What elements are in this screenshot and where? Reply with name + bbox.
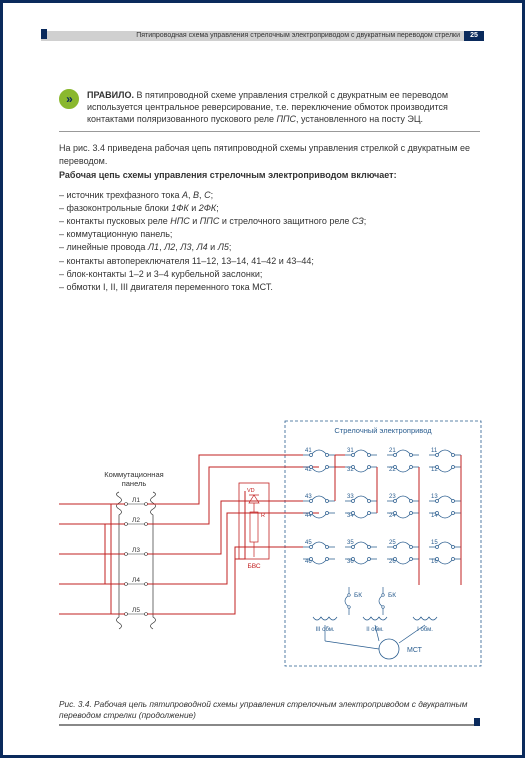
svg-text:41: 41 bbox=[305, 448, 312, 454]
svg-text:VD: VD bbox=[247, 488, 255, 494]
list-item: – линейные провода Л1, Л2, Л3, Л4 и Л5; bbox=[59, 241, 480, 253]
list-item: – контакты пусковых реле НПС и ППС и стр… bbox=[59, 215, 480, 227]
svg-text:I обм.: I обм. bbox=[417, 627, 433, 633]
page-number: 25 bbox=[464, 31, 484, 41]
svg-text:45: 45 bbox=[305, 540, 312, 546]
list-item: – источник трехфазного тока А, В, С; bbox=[59, 189, 480, 201]
figure-caption: Рис. 3.4. Рабочая цепь пятипроводной схе… bbox=[59, 699, 480, 726]
svg-text:II обм.: II обм. bbox=[366, 627, 384, 633]
list-item: – обмотки I, II, III двигателя переменно… bbox=[59, 281, 480, 293]
contact-grid: 4142 3132 2122 1112 4344 3334 2324 1314 … bbox=[303, 448, 461, 565]
svg-text:35: 35 bbox=[347, 540, 354, 546]
header-mark bbox=[41, 29, 47, 39]
list-item: – контакты автопереключателя 11–12, 13–1… bbox=[59, 255, 480, 267]
svg-text:R: R bbox=[261, 513, 265, 519]
page-header: Пятипроводная схема управления стрелочны… bbox=[41, 29, 484, 43]
bvs-label: БВС bbox=[247, 563, 260, 570]
svg-text:25: 25 bbox=[389, 540, 396, 546]
caption-mark bbox=[474, 718, 480, 726]
content: » ПРАВИЛО. В пятипроводной схеме управле… bbox=[59, 89, 480, 294]
circuit-diagram: Стрелочный электропривод Коммутационная … bbox=[59, 417, 480, 687]
rule-block: » ПРАВИЛО. В пятипроводной схеме управле… bbox=[59, 89, 480, 125]
svg-text:13: 13 bbox=[431, 494, 438, 500]
box-title: Стрелочный электропривод bbox=[334, 426, 432, 435]
svg-text:Л1: Л1 bbox=[132, 497, 140, 504]
panel-label-1: Коммутационная bbox=[104, 470, 163, 479]
svg-text:Л5: Л5 bbox=[132, 607, 140, 614]
svg-text:Л2: Л2 bbox=[132, 517, 140, 524]
intro-1: На рис. 3.4 приведена рабочая цепь пятип… bbox=[59, 142, 480, 166]
svg-text:Л4: Л4 bbox=[132, 577, 140, 584]
svg-text:15: 15 bbox=[431, 540, 438, 546]
intro-2: Рабочая цепь схемы управления стрелочным… bbox=[59, 169, 480, 181]
svg-text:23: 23 bbox=[389, 494, 396, 500]
header-title: Пятипроводная схема управления стрелочны… bbox=[41, 31, 464, 41]
motor-label: МСТ bbox=[407, 647, 423, 654]
rule-label: ПРАВИЛО. bbox=[87, 90, 134, 100]
rule-text: ПРАВИЛО. В пятипроводной схеме управлени… bbox=[87, 89, 480, 125]
svg-text:Л3: Л3 bbox=[132, 547, 140, 554]
list-item: – коммутационную панель; bbox=[59, 228, 480, 240]
svg-text:43: 43 bbox=[305, 494, 312, 500]
panel-label-2: панель bbox=[122, 479, 147, 488]
list-item: – фазоконтрольные блоки 1ФК и 2ФК; bbox=[59, 202, 480, 214]
list: – источник трехфазного тока А, В, С; – ф… bbox=[59, 189, 480, 293]
rule-icon: » bbox=[59, 89, 79, 109]
divider bbox=[59, 131, 480, 132]
list-item: – блок-контакты 1–2 и 3–4 курбельной зас… bbox=[59, 268, 480, 280]
svg-text:21: 21 bbox=[389, 448, 396, 454]
wires bbox=[59, 455, 319, 614]
svg-text:11: 11 bbox=[431, 448, 438, 454]
svg-text:33: 33 bbox=[347, 494, 354, 500]
svg-text:БК: БК bbox=[388, 592, 396, 599]
panel-terminals: Л1 Л2 Л3 Л4 Л5 bbox=[125, 497, 148, 616]
svg-text:БК: БК bbox=[354, 592, 362, 599]
svg-text:31: 31 bbox=[347, 448, 354, 454]
